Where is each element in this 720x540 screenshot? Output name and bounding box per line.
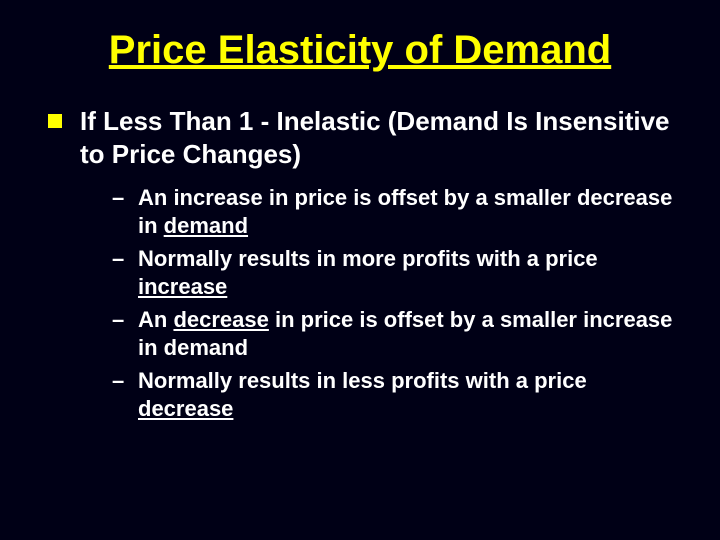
slide: Price Elasticity of Demand If Less Than … [0, 0, 720, 540]
main-bullet-text: If Less Than 1 - Inelastic (Demand Is In… [80, 105, 680, 170]
sub-bullet: – Normally results in more profits with … [112, 245, 680, 300]
dash-icon: – [112, 184, 132, 212]
sub-bullet-text: An increase in price is offset by a smal… [138, 184, 680, 239]
sub-bullet: – Normally results in less profits with … [112, 367, 680, 422]
square-bullet-icon [48, 114, 62, 128]
sub-bullet: – An decrease in price is offset by a sm… [112, 306, 680, 361]
sub-bullet-list: – An increase in price is offset by a sm… [112, 184, 680, 422]
sub-bullet-text: Normally results in less profits with a … [138, 367, 680, 422]
sub-bullet: – An increase in price is offset by a sm… [112, 184, 680, 239]
dash-icon: – [112, 245, 132, 273]
dash-icon: – [112, 306, 132, 334]
main-bullet: If Less Than 1 - Inelastic (Demand Is In… [40, 105, 680, 170]
sub-bullet-text: Normally results in more profits with a … [138, 245, 680, 300]
sub-bullet-text: An decrease in price is offset by a smal… [138, 306, 680, 361]
dash-icon: – [112, 367, 132, 395]
slide-title: Price Elasticity of Demand [40, 28, 680, 73]
